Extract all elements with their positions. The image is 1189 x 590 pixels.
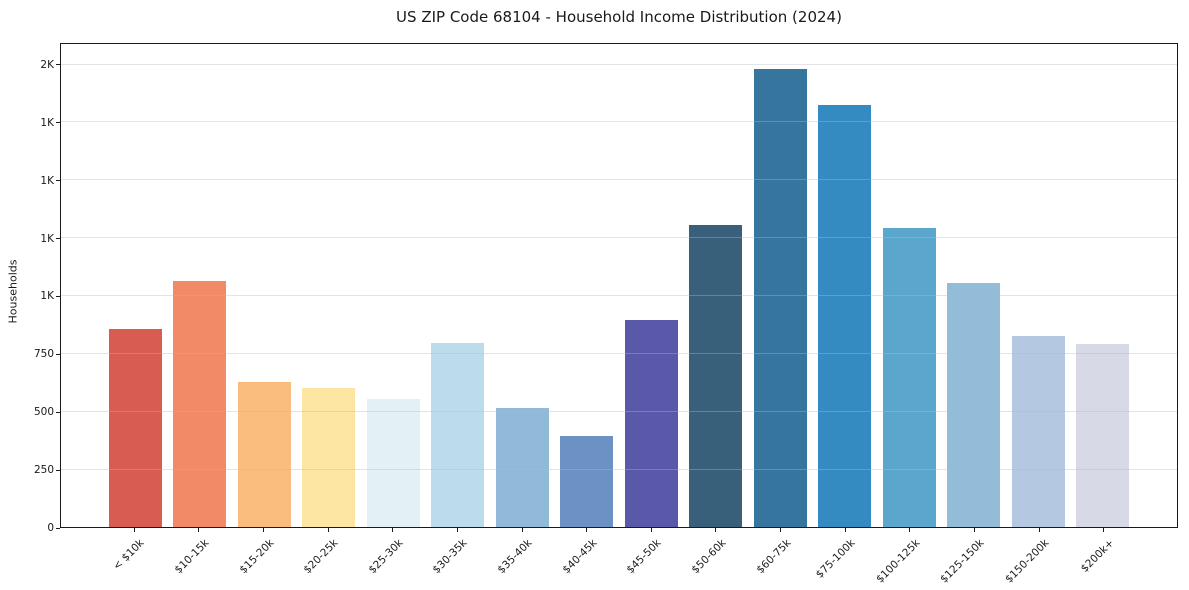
bar-$15-20k: [237, 381, 291, 527]
x-tick-mark: [456, 528, 458, 532]
y-tick-mark: [56, 64, 60, 66]
x-tick-label: $50-60k: [689, 537, 729, 577]
bar-slot: [942, 44, 1007, 527]
bar-$20-25k: [302, 387, 356, 527]
x-tick-label: $150-200k: [1003, 537, 1052, 586]
y-tick-label: 250: [33, 464, 54, 477]
bar-$150-200k: [1011, 335, 1065, 527]
y-tick-mark: [56, 527, 60, 529]
bar-slot: [297, 44, 362, 527]
y-tick-mark: [56, 469, 60, 471]
bar-slot: [490, 44, 555, 527]
y-tick-label: 1K: [40, 116, 54, 129]
bar-$10-15k: [173, 281, 227, 527]
bar-slot: [103, 44, 168, 527]
bar-slot: [813, 44, 878, 527]
bar-$40-45k: [560, 435, 614, 527]
chart-title: US ZIP Code 68104 - Household Income Dis…: [396, 8, 842, 26]
bar-< $10k: [108, 328, 162, 527]
bar-slot: [555, 44, 620, 527]
y-tick-mark: [56, 295, 60, 297]
bar-$100-125k: [882, 228, 936, 527]
x-tick-mark: [521, 528, 523, 532]
bar-slot: [426, 44, 491, 527]
x-tick-label: $20-25k: [301, 537, 341, 577]
y-tick-mark: [56, 411, 60, 413]
y-tick-label: 1K: [40, 174, 54, 187]
bar-slot: [748, 44, 813, 527]
bar-$45-50k: [624, 319, 678, 527]
y-tick-label: 750: [33, 348, 54, 361]
bar-$60-75k: [753, 69, 807, 527]
bar-$200k+: [1076, 343, 1130, 527]
x-tick-mark: [780, 528, 782, 532]
x-tick-mark: [263, 528, 265, 532]
x-tick-label: $15-20k: [236, 537, 277, 577]
x-tick-mark: [973, 528, 975, 532]
x-tick-label: $100-125k: [873, 537, 923, 586]
bar-$35-40k: [495, 408, 549, 527]
y-tick-label: 1K: [40, 290, 54, 303]
x-tick-mark: [650, 528, 652, 532]
bar-$125-150k: [947, 282, 1001, 527]
x-tick-label: $200k+: [1078, 537, 1117, 575]
y-tick-mark: [56, 353, 60, 355]
x-tick-label: $40-45k: [560, 537, 600, 577]
bar-$25-30k: [366, 399, 420, 527]
y-tick-label: 0: [47, 522, 54, 534]
x-tick-label: $125-150k: [938, 537, 987, 586]
x-tick-mark: [715, 528, 717, 532]
y-tick-label: 2K: [40, 58, 54, 71]
x-tick-mark: [586, 528, 588, 532]
x-tick-label: < $10k: [111, 537, 147, 573]
y-tick-label: 500: [33, 406, 54, 419]
bar-$50-60k: [689, 224, 743, 527]
x-tick-mark: [327, 528, 329, 532]
bars-container: [61, 44, 1177, 527]
x-tick-mark: [198, 528, 200, 532]
x-tick-label: $45-50k: [624, 537, 664, 577]
x-tick-label: $10-15k: [172, 537, 212, 577]
bar-slot: [1006, 44, 1071, 527]
bar-slot: [232, 44, 297, 527]
y-tick-label: 1K: [40, 232, 54, 245]
x-tick-label: $25-30k: [366, 537, 406, 577]
bar-slot: [684, 44, 749, 527]
x-tick-mark: [1038, 528, 1040, 532]
bar-slot: [619, 44, 684, 527]
x-tick-label: $30-35k: [430, 537, 470, 577]
x-tick-mark: [909, 528, 911, 532]
y-tick-mark: [56, 238, 60, 240]
x-tick-label: $60-75k: [753, 537, 794, 577]
bar-slot: [877, 44, 942, 527]
x-tick-label: $75-100k: [813, 537, 858, 581]
y-tick-mark: [56, 122, 60, 124]
plot-area: [60, 43, 1178, 528]
bar-slot: [168, 44, 233, 527]
x-tick-mark: [1103, 528, 1105, 532]
y-tick-mark: [56, 180, 60, 182]
bar-$30-35k: [431, 342, 485, 527]
bar-slot: [361, 44, 426, 527]
bar-slot: [1071, 44, 1136, 527]
x-tick-mark: [392, 528, 394, 532]
x-tick-mark: [133, 528, 135, 532]
x-tick-label: $35-40k: [495, 537, 535, 577]
x-tick-mark: [844, 528, 846, 532]
bar-$75-100k: [818, 105, 872, 527]
